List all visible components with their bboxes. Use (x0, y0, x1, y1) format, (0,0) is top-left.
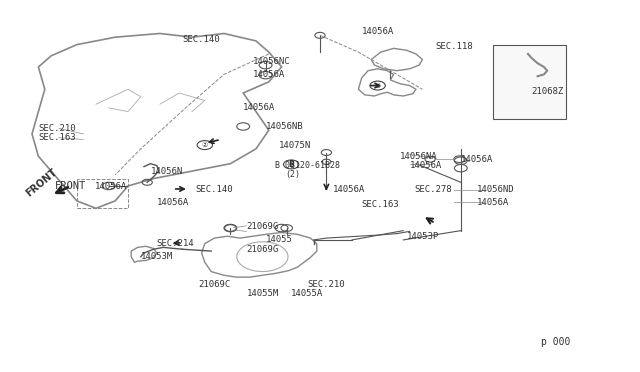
Text: 21069C: 21069C (198, 280, 230, 289)
Text: B: B (289, 160, 294, 169)
Text: ②: ② (374, 83, 381, 89)
Text: SEC.210: SEC.210 (307, 280, 345, 289)
FancyBboxPatch shape (493, 45, 566, 119)
Text: FRONT: FRONT (54, 181, 86, 191)
Text: ②: ② (202, 142, 208, 148)
Text: SEC.140: SEC.140 (182, 35, 220, 44)
Text: p 000: p 000 (541, 337, 570, 347)
Text: 14056A: 14056A (253, 70, 285, 79)
Text: 14055M: 14055M (246, 289, 278, 298)
Text: 14056A: 14056A (333, 185, 365, 194)
Text: SEC.163: SEC.163 (38, 133, 76, 142)
Text: 14056NA: 14056NA (400, 152, 438, 161)
Text: 14056ND: 14056ND (477, 185, 515, 194)
Text: 14056A: 14056A (157, 198, 189, 207)
Text: 14056A: 14056A (95, 182, 127, 190)
Text: SEC.163: SEC.163 (362, 200, 399, 209)
Text: 21068Z: 21068Z (531, 87, 563, 96)
Text: 14053P: 14053P (406, 232, 438, 241)
Text: 21069G: 21069G (246, 222, 278, 231)
Text: 14075N: 14075N (278, 141, 310, 150)
Text: FRONT: FRONT (24, 167, 59, 199)
Text: SEC.214: SEC.214 (157, 239, 195, 248)
Text: 14055: 14055 (266, 235, 292, 244)
Text: 14053M: 14053M (141, 252, 173, 261)
Text: SEC.140: SEC.140 (195, 185, 233, 194)
Text: 14056A: 14056A (362, 27, 394, 36)
Text: SEC.210: SEC.210 (38, 124, 76, 133)
Text: SEC.278: SEC.278 (415, 185, 452, 194)
Text: B 08120-61B28: B 08120-61B28 (275, 161, 340, 170)
Text: SEC.118: SEC.118 (435, 42, 473, 51)
Text: 21069G: 21069G (246, 245, 278, 254)
Text: 14055A: 14055A (291, 289, 323, 298)
Text: 14056A: 14056A (461, 155, 493, 164)
Text: (2): (2) (285, 170, 300, 179)
Text: 14056A: 14056A (477, 198, 509, 207)
Text: 14056NB: 14056NB (266, 122, 303, 131)
Text: 14056NC: 14056NC (253, 57, 291, 66)
Text: 14056N: 14056N (150, 167, 182, 176)
Text: 14056A: 14056A (410, 161, 442, 170)
Text: 14056A: 14056A (243, 103, 275, 112)
